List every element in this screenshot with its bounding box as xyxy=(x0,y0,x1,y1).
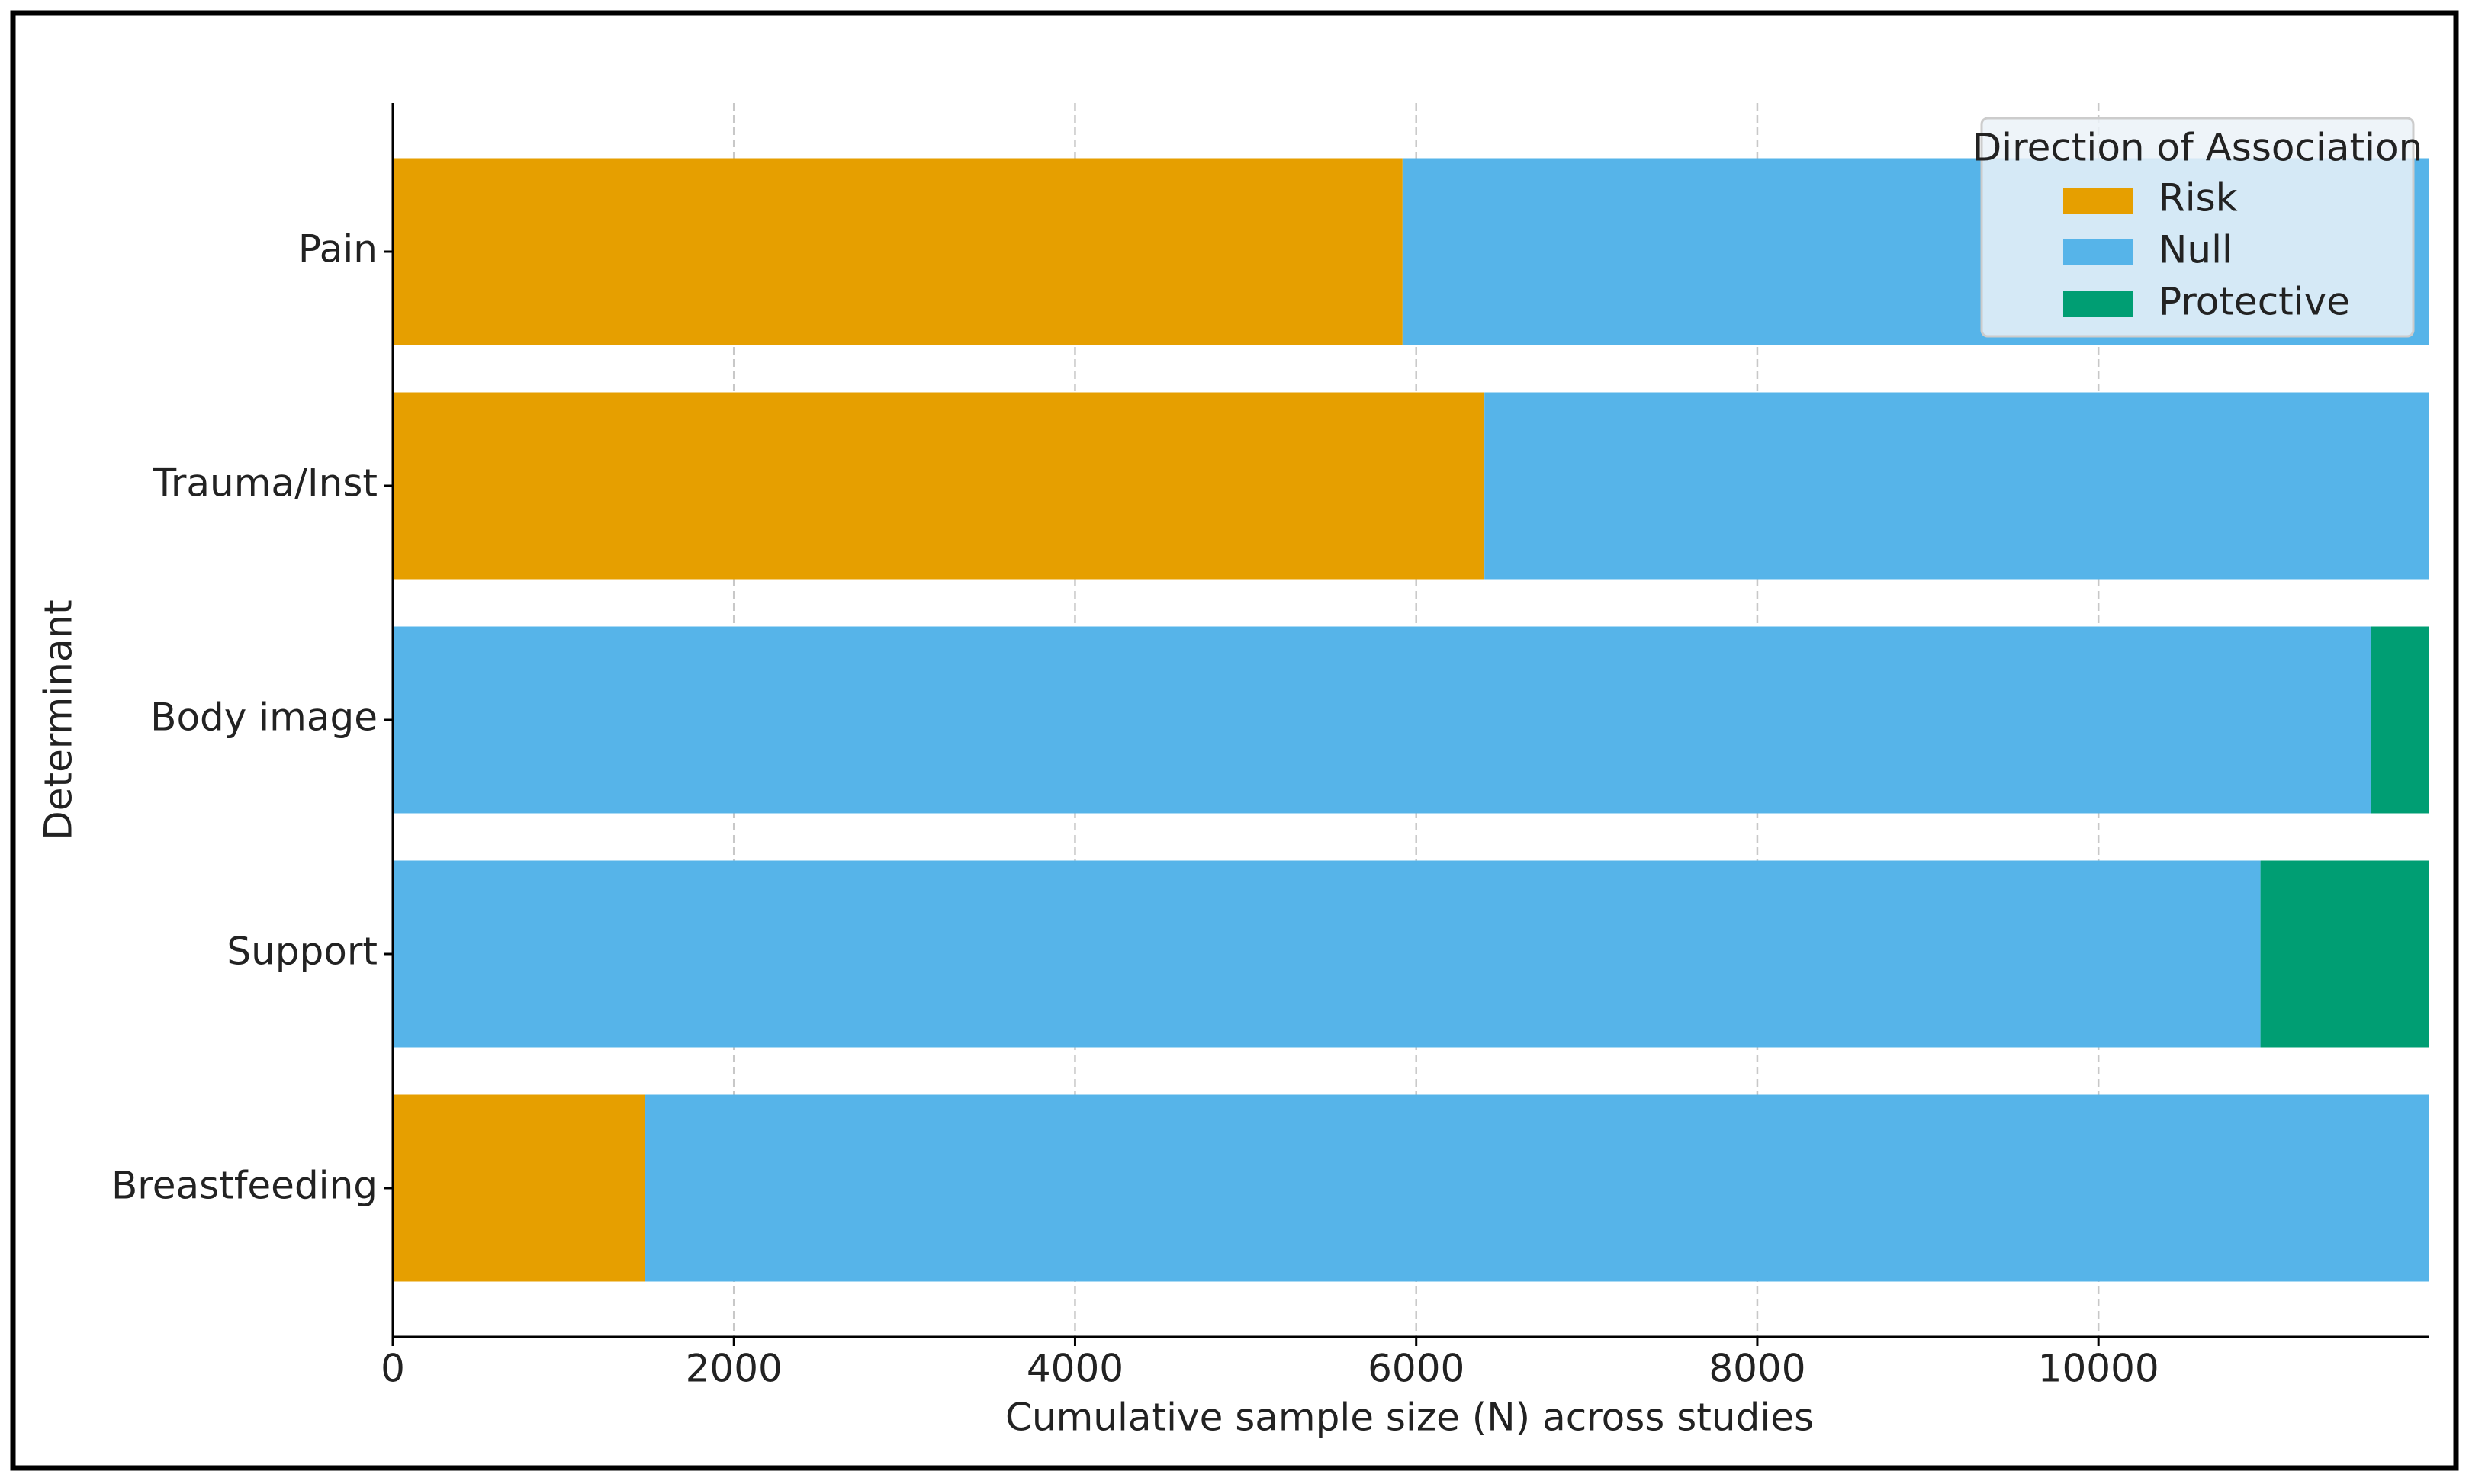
bar-segment xyxy=(393,1094,645,1282)
bar-segment xyxy=(393,158,1403,345)
bar-segment xyxy=(645,1094,2429,1282)
bar-segment xyxy=(2260,860,2429,1048)
x-tick-label: 4000 xyxy=(1027,1347,1124,1391)
bar-segment xyxy=(393,626,2371,814)
x-tick-label: 2000 xyxy=(686,1347,783,1391)
legend-box xyxy=(1980,117,2415,338)
legend: Direction of Association Risk Null Protecti… xyxy=(1972,117,2423,338)
y-axis-label: Determinant xyxy=(37,599,81,840)
legend-label: Protective xyxy=(2159,280,2350,324)
y-tick-label: Support xyxy=(227,930,378,974)
legend-swatch xyxy=(2063,291,2133,317)
x-tick-label: 6000 xyxy=(1368,1347,1464,1391)
x-tick-label: 8000 xyxy=(1709,1347,1805,1391)
x-tick-label: 0 xyxy=(381,1347,405,1391)
legend-swatch xyxy=(2063,239,2133,265)
bar-segment xyxy=(393,392,1485,580)
y-tick-label: Breastfeeding xyxy=(111,1164,378,1208)
legend-swatch xyxy=(2063,188,2133,214)
legend-label: Null xyxy=(2159,228,2233,272)
legend-label: Risk xyxy=(2159,176,2238,220)
x-tick-label: 10000 xyxy=(2038,1347,2159,1391)
bar-segment xyxy=(2371,626,2429,814)
y-tick-label: Trauma/Inst xyxy=(153,461,378,506)
bar-segment xyxy=(393,860,2261,1048)
legend-title: Direction of Association xyxy=(1972,126,2423,170)
y-tick-label: Body image xyxy=(150,695,378,740)
x-axis-label: Cumulative sample size (N) across studie… xyxy=(1005,1396,1814,1440)
y-tick-label: Pain xyxy=(298,227,378,271)
bar-segment xyxy=(1484,392,2429,580)
